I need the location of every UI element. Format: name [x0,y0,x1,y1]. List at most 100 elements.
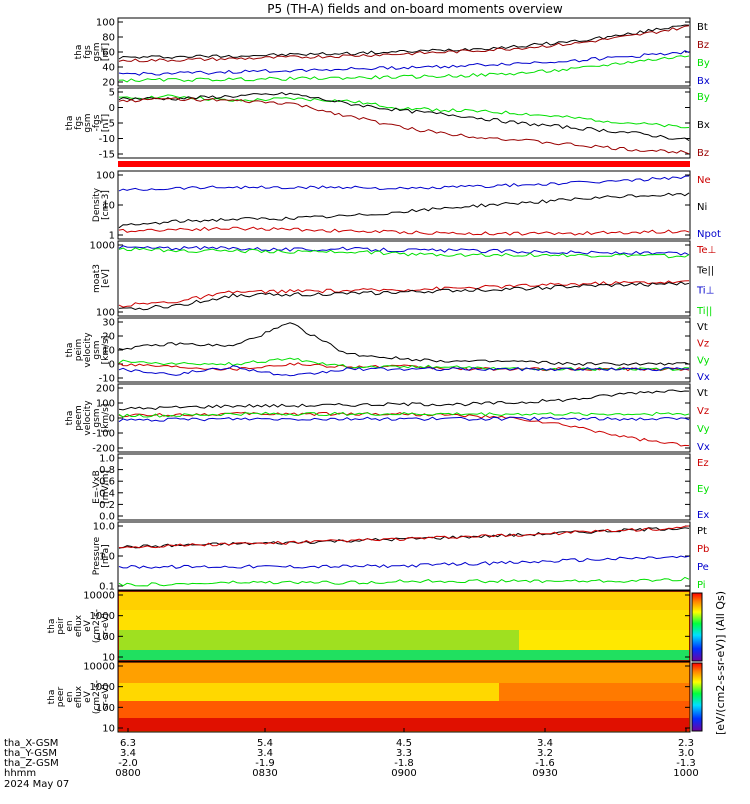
panel-ylabel: moat3 [92,264,102,293]
series-line-Npot [118,175,690,192]
panel-8: Pressure [nPa] 10.0 1.0 0.1 Pt Pb Pe Pi [92,522,709,593]
ephemeris-value: 6.3 [120,738,136,749]
electron-spectrogram-band-low [119,701,689,718]
y-tick-label: 100 [96,308,115,319]
y-tick-label: 10000 [83,662,115,673]
y-tick-label: 60 [102,48,115,59]
ion-spectrogram-texture [119,592,689,660]
y-tick-label: 1.0 [99,552,115,563]
legend-Pb: Pb [697,544,709,555]
panel-ylabel: [cm-3] [101,190,111,220]
series-line-Bx [118,91,690,142]
panel-ylabel: E=-VxB [92,470,102,504]
ephemeris-value: -1.9 [255,758,275,769]
y-tick-label: 10.0 [93,522,115,533]
panel-ylabel: en [65,691,75,702]
panel-ylabel: [nPa] [101,544,111,567]
ephemeris-value: 0800 [115,768,140,779]
y-tick-label: 1000 [90,611,115,622]
ephemeris-value: 2.3 [678,738,694,749]
series-line-Pb [118,525,690,549]
ephemeris-value: -2.0 [118,758,138,769]
legend-Ti||: Ti|| [696,306,712,317]
panel-9: tha peir en eflux eV (cm2-s-sr-eV) 10000 1000 10… [47,591,690,664]
panel-ylabel: Density [92,187,102,222]
panel-ylabel: gsm [83,113,93,132]
panel-3: Density [cm-3] 100 10 1 Ne Ni Npot [92,171,721,242]
legend-Vy: Vy [697,424,710,435]
ephemeris-row-label: tha_Y-GSM [4,748,57,759]
legend-Te||: Te|| [696,265,714,276]
colorbar-ion [691,592,703,662]
legend-Ey: Ey [697,484,709,495]
series-line-Vx [118,365,690,377]
ephemeris-value: 3.4 [257,748,273,759]
y-tick-label: 200 [96,384,115,395]
panel-ylabel: [nT] [101,43,111,61]
ephemeris-row-labels: tha_X-GSM tha_Y-GSM tha_Z-GSM hhmm [4,738,59,779]
y-tick-label: 100 [96,703,115,714]
ephemeris-value: 3.4 [120,748,136,759]
ephemeris-value: -1.6 [535,758,555,769]
y-tick-label: 100 [96,399,115,410]
series-line-Te|| [118,281,690,311]
panel-7: E=-VxB [mV/m] 1.00.80.60.40.20.0 Ez Ey Ex [92,454,709,523]
figure-title: P5 (TH-A) fields and on-board moments ov… [267,2,563,16]
legend-Vz: Vz [697,339,709,350]
legend-Ni: Ni [697,202,707,213]
y-tick-label: 10 [102,346,115,357]
legend-Vx: Vx [697,372,710,383]
series-line-Bz [118,25,690,63]
panel-ylabel: [nT] [101,114,111,132]
panel-ylabel: tha [65,411,75,426]
legend-Bz: Bz [697,148,709,159]
y-tick-label: 0.6 [99,477,115,488]
y-tick-label: 0 [109,414,115,425]
y-tick-label: 10 [102,724,115,735]
panel-ylabel: eV [83,619,93,632]
panel-ylabel: eflux [74,614,84,637]
ephemeris-value: 3.0 [678,748,694,759]
panel-ylabel: peer [56,686,66,707]
y-tick-label: 20 [102,78,115,89]
legend-Pt: Pt [697,526,707,537]
y-tick-label: 10 [102,201,115,212]
y-tick-label: 0.8 [99,465,115,476]
series-line-Vy [118,357,690,371]
ephemeris-row-label: tha_X-GSM [4,738,58,749]
legend-By: By [697,58,710,69]
colorbar-electron [691,662,703,732]
y-tick-label: 1000 [90,682,115,693]
series-line-Vx [118,416,690,423]
legend-Ti⊥: Ti⊥ [696,286,714,297]
panel-ylabel: tha [74,45,84,60]
y-tick-label: 0.1 [99,582,115,593]
panel-ylabel: eV [83,690,93,703]
ephemeris-columns: 6.33.4-2.008005.43.4-1.908304.53.3-1.809… [115,728,699,779]
series-line-By [118,55,690,83]
panel-frame-7 [117,453,691,521]
panel-4: moat3 [eV] 1000 100 Te⊥ Te|| Ti⊥ Ti|| [90,241,717,319]
series-line-Bt [118,24,690,60]
y-tick-label: 100 [96,18,115,29]
series-line-Bx [118,50,690,76]
series-line-Pi [118,576,690,587]
legend-Bx: Bx [697,76,710,87]
series-line-Te⊥ [118,280,690,308]
legend-Vz: Vz [697,406,709,417]
y-tick-label: 0.0 [99,512,115,523]
panel-ylabel: gsm [92,408,102,427]
data-flag-bar [118,161,690,167]
panel-ylabel: fgs [83,45,93,59]
panel-ylabel: -fgs [92,114,102,131]
ephemeris-value: 3.2 [537,748,553,759]
ephemeris-value: 0830 [252,768,277,779]
legend-Vy: Vy [697,355,710,366]
y-tick-label: 0 [109,103,115,114]
y-tick-label: -10 [99,374,115,385]
y-tick-label: 5 [109,88,115,99]
series-line-Ti⊥ [118,245,690,256]
y-tick-label: 1 [109,231,115,242]
